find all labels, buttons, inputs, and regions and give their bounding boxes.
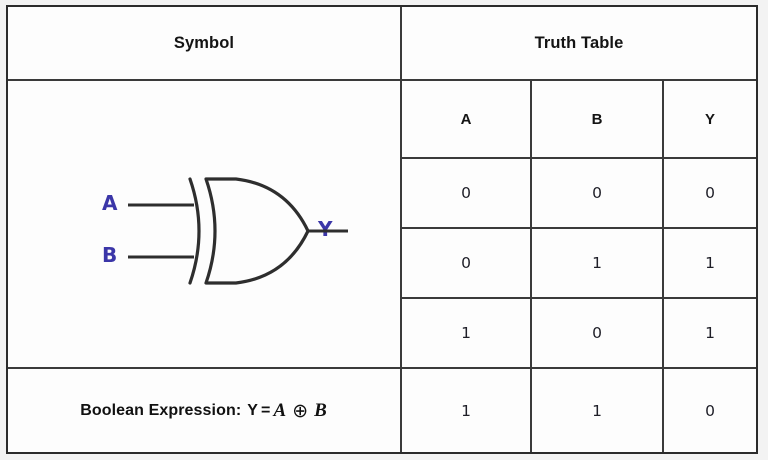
table-row: 0 — [664, 369, 756, 452]
gate-symbol-cell: A B Y — [8, 81, 400, 367]
boolean-expression-output: Y — [247, 401, 259, 419]
xor-extra-arc — [188, 177, 201, 285]
xor-operator-icon: ⊕ — [292, 399, 309, 422]
truth-cell-y: 0 — [705, 184, 715, 202]
truth-cell-b: 1 — [592, 401, 602, 420]
table-row: 0 — [402, 229, 530, 297]
gate-reference-table: Symbol Truth Table A B Y 0 0 0 0 1 — [6, 5, 758, 454]
column-header-rule — [400, 157, 756, 159]
truth-cell-y: 1 — [705, 324, 715, 342]
table-row: 1 — [532, 229, 662, 297]
table-row: 1 — [664, 299, 756, 367]
gate-output-y-label: Y — [318, 217, 333, 241]
truth-cell-y: 1 — [705, 254, 715, 272]
truth-cell-a: 0 — [461, 254, 471, 272]
truth-col-header-b: B — [532, 81, 662, 157]
truth-col-divider-a-b — [530, 79, 532, 452]
table-row: 1 — [532, 369, 662, 452]
header-bottom-rule — [8, 79, 756, 81]
truth-col-header-b-label: B — [591, 110, 603, 128]
boolean-expression-top-rule — [8, 367, 400, 369]
truth-cell-b: 1 — [592, 254, 602, 272]
truth-row-rule-3 — [400, 367, 756, 369]
truth-cell-a: 1 — [461, 401, 471, 420]
table-row: 1 — [402, 299, 530, 367]
xor-gate-diagram: A B Y — [8, 81, 404, 371]
gate-input-a-label: A — [102, 191, 118, 215]
boolean-expression-equals: = — [261, 401, 271, 419]
symbol-header-label: Symbol — [173, 33, 235, 52]
table-row: 1 — [664, 229, 756, 297]
truth-cell-b: 0 — [592, 324, 602, 342]
main-column-divider — [400, 7, 402, 452]
truth-col-header-a: A — [402, 81, 530, 157]
gate-input-b-label: B — [102, 243, 118, 267]
boolean-expression-operand-left: A — [273, 399, 287, 421]
symbol-header-cell: Symbol — [8, 7, 400, 79]
truth-row-rule-1 — [400, 227, 756, 229]
truth-cell-y: 0 — [705, 401, 715, 420]
truth-table-header-cell: Truth Table — [402, 7, 756, 79]
truth-cell-a: 0 — [461, 184, 471, 202]
truth-col-header-y: Y — [664, 81, 756, 157]
boolean-expression-prefix: Boolean Expression: — [80, 401, 242, 419]
table-row: 0 — [532, 299, 662, 367]
xor-gate-body — [204, 177, 310, 285]
truth-table-header-label: Truth Table — [534, 33, 624, 52]
truth-cell-b: 0 — [592, 184, 602, 202]
table-row: 0 — [664, 159, 756, 227]
truth-row-rule-2 — [400, 297, 756, 299]
boolean-expression: Boolean Expression: Y = A ⊕ B — [80, 400, 328, 422]
truth-cell-a: 1 — [461, 324, 471, 342]
table-row: 0 — [532, 159, 662, 227]
boolean-expression-operand-right: B — [314, 399, 327, 421]
table-row: 1 — [402, 369, 530, 452]
table-row: 0 — [402, 159, 530, 227]
truth-col-header-y-label: Y — [704, 110, 715, 128]
truth-col-header-a-label: A — [460, 110, 472, 128]
truth-col-divider-b-y — [662, 79, 664, 452]
xor-gate-svg — [128, 177, 348, 285]
boolean-expression-cell: Boolean Expression: Y = A ⊕ B — [8, 369, 400, 452]
